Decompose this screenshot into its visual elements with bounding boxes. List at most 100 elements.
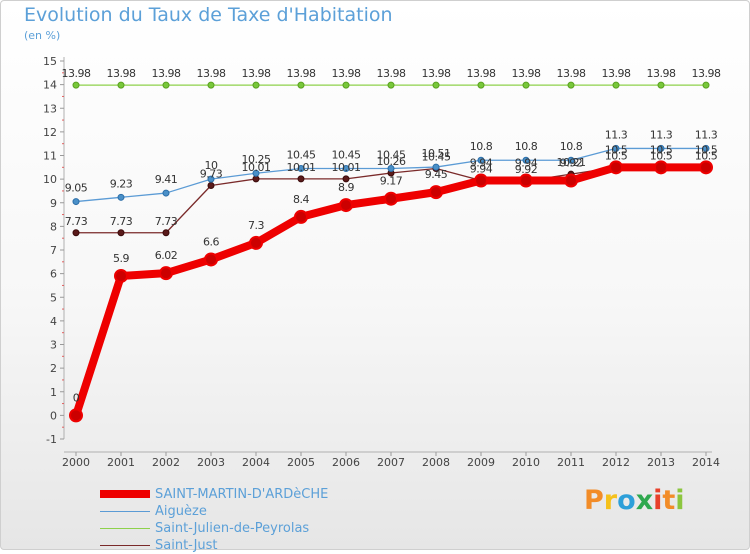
data-point xyxy=(204,252,218,267)
data-point xyxy=(657,81,665,89)
data-label: 13.98 xyxy=(512,67,541,80)
data-label: 5.9 xyxy=(113,252,129,265)
x-tick-label: 2011 xyxy=(557,456,585,469)
data-label: 10.01 xyxy=(287,161,316,174)
data-label: 13.98 xyxy=(152,67,181,80)
data-label: 9.23 xyxy=(110,177,133,190)
legend-swatch xyxy=(100,527,150,529)
x-tick-label: 2001 xyxy=(107,456,135,469)
data-point xyxy=(294,209,308,224)
chart-subtitle: (en %) xyxy=(24,29,61,42)
x-tick-label: 2013 xyxy=(647,456,675,469)
data-label: 10.45 xyxy=(422,150,451,163)
data-label: 10.26 xyxy=(377,155,406,168)
data-label: 9.94 xyxy=(515,157,538,170)
legend-label: Saint-Julien-de-Peyrolas xyxy=(155,521,310,536)
logo-letter: P xyxy=(584,485,604,516)
data-point xyxy=(477,81,485,89)
x-tick-label: 2014 xyxy=(692,456,720,469)
y-tick-label: 3 xyxy=(50,339,57,352)
data-label: 10.8 xyxy=(470,140,493,153)
logo-letter: t xyxy=(662,485,676,516)
data-label: 9.05 xyxy=(65,182,88,195)
data-label: 0 xyxy=(73,391,80,404)
data-point xyxy=(162,229,170,237)
data-point xyxy=(654,160,668,175)
data-point xyxy=(384,191,398,206)
data-point xyxy=(252,81,260,89)
legend-label: Aiguèze xyxy=(155,504,207,519)
data-label: 9.73 xyxy=(200,168,223,181)
data-label: 9.41 xyxy=(155,173,178,186)
data-point xyxy=(249,235,263,250)
data-label: 7.73 xyxy=(65,215,88,228)
y-tick-label: 13 xyxy=(43,102,57,115)
data-point xyxy=(342,81,350,89)
data-point xyxy=(114,268,128,283)
legend-swatch xyxy=(100,490,150,498)
data-label: 10.51 xyxy=(422,147,451,160)
data-point xyxy=(387,164,395,172)
data-label: 11.3 xyxy=(695,128,718,141)
data-label: 10 xyxy=(205,159,218,172)
x-tick-label: 2009 xyxy=(467,456,495,469)
data-point xyxy=(252,175,260,183)
data-point xyxy=(252,169,260,177)
data-label: 6.02 xyxy=(155,249,178,262)
data-point xyxy=(207,182,215,190)
data-point xyxy=(72,229,80,237)
data-label: 6.6 xyxy=(203,235,219,248)
x-tick-label: 2008 xyxy=(422,456,450,469)
data-point xyxy=(72,198,80,206)
logo-letter: o xyxy=(617,485,636,516)
x-tick-label: 2003 xyxy=(197,456,225,469)
data-point xyxy=(567,156,575,164)
data-label: 10.01 xyxy=(242,161,271,174)
data-point xyxy=(117,193,125,201)
data-point xyxy=(522,156,530,164)
logo-letter: r xyxy=(603,485,618,516)
x-tick-label: 2002 xyxy=(152,456,180,469)
y-tick-label: 1 xyxy=(50,386,57,399)
logo-letter: i xyxy=(653,485,663,516)
data-label: 9.92 xyxy=(560,157,583,170)
data-point xyxy=(297,81,305,89)
x-tick-label: 2006 xyxy=(332,456,360,469)
data-label: 10.45 xyxy=(332,148,361,161)
y-tick-label: 8 xyxy=(50,220,57,233)
data-label: 10.21 xyxy=(557,156,586,169)
logo-letter: i xyxy=(675,485,685,516)
y-tick-label: 5 xyxy=(50,291,57,304)
logo-letter: x xyxy=(635,485,654,516)
data-label: 10.25 xyxy=(242,153,271,166)
data-label: 9.94 xyxy=(470,157,493,170)
data-point xyxy=(162,189,170,197)
x-tick-label: 2007 xyxy=(377,456,405,469)
data-label: 10.8 xyxy=(515,140,538,153)
y-tick-label: 9 xyxy=(50,197,57,210)
data-label: 7.73 xyxy=(155,215,178,228)
data-point xyxy=(474,173,488,188)
y-tick-label: 10 xyxy=(43,173,57,186)
data-point xyxy=(612,81,620,89)
y-tick-label: 14 xyxy=(43,79,57,92)
data-point xyxy=(117,229,125,237)
data-point xyxy=(432,81,440,89)
y-tick-label: 4 xyxy=(50,315,57,328)
y-tick-label: 6 xyxy=(50,268,57,281)
data-label: 10.8 xyxy=(560,140,583,153)
y-tick-label: 0 xyxy=(50,409,57,422)
data-label: 13.98 xyxy=(557,67,586,80)
data-point xyxy=(387,81,395,89)
data-label: 10.5 xyxy=(695,149,718,162)
data-label: 13.98 xyxy=(647,67,676,80)
data-label: 13.98 xyxy=(197,67,226,80)
data-label: 13.98 xyxy=(692,67,721,80)
x-tick-label: 2010 xyxy=(512,456,540,469)
chart-title: Evolution du Taux de Taxe d'Habitation xyxy=(24,4,393,26)
y-tick-label: 15 xyxy=(43,55,57,68)
data-label: 13.98 xyxy=(107,67,136,80)
data-label: 10.5 xyxy=(605,149,628,162)
y-tick-label: 7 xyxy=(50,244,57,257)
